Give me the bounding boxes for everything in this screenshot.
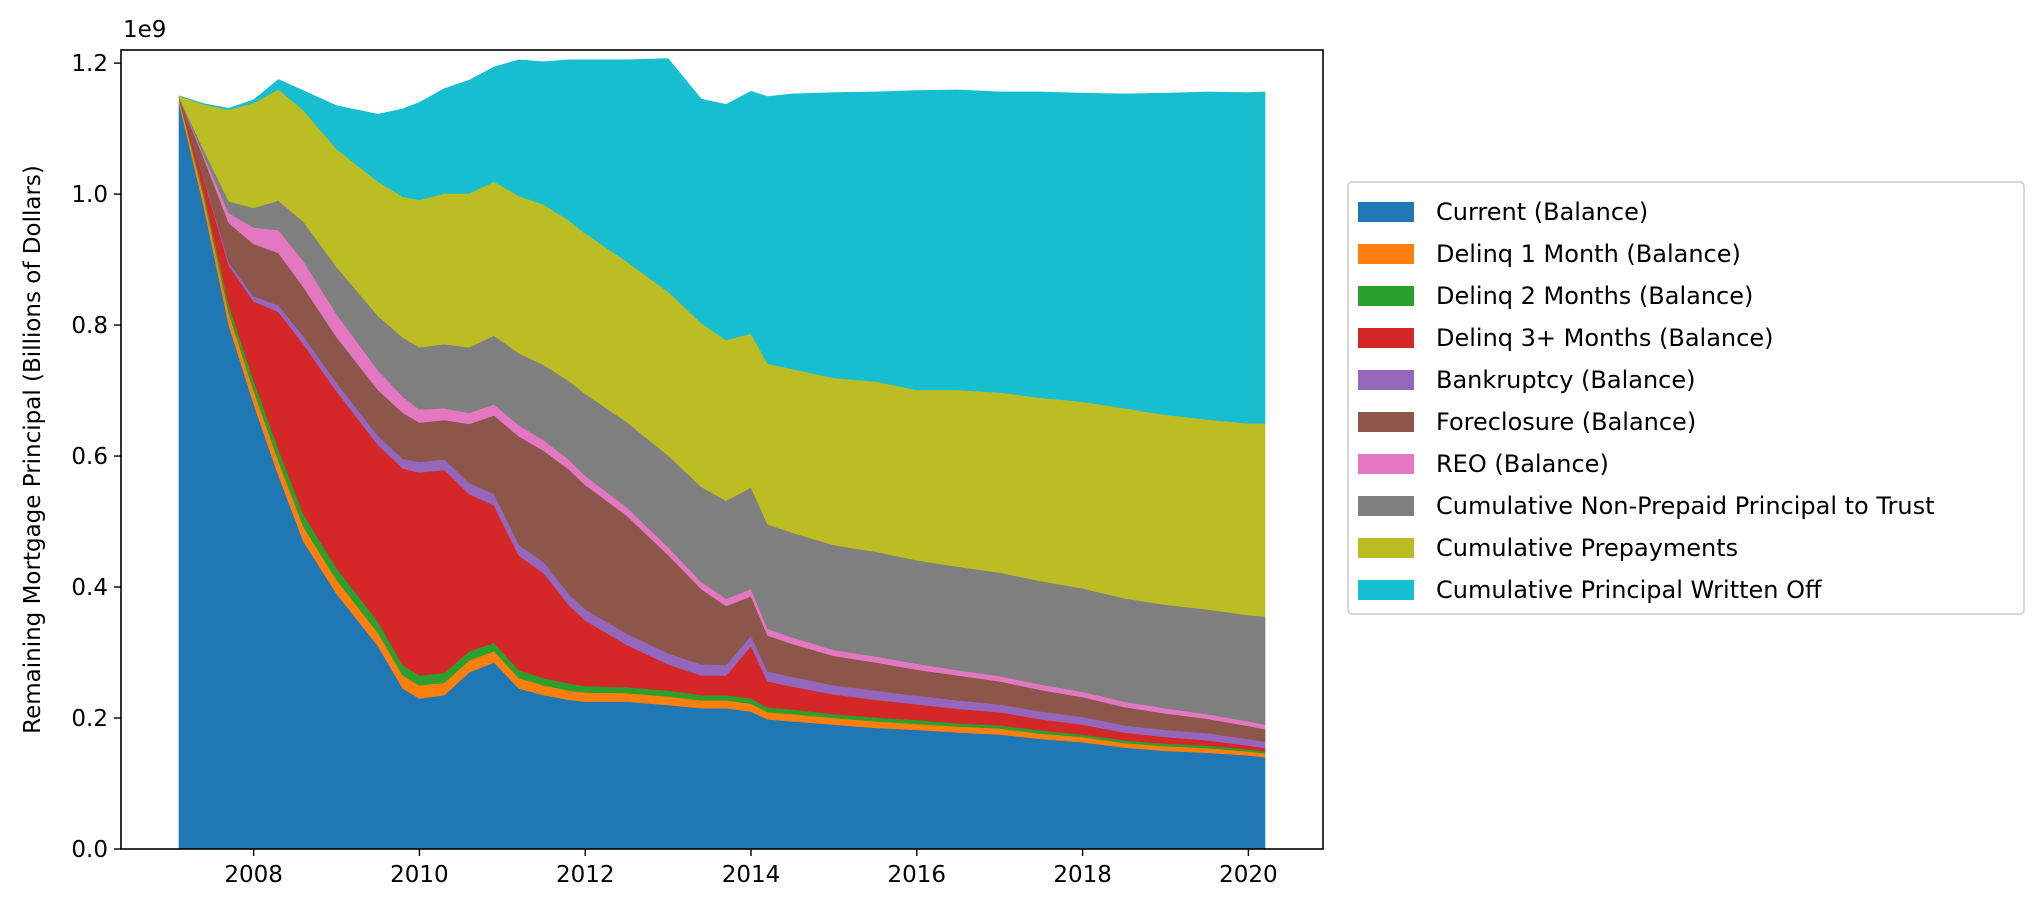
y-tick-label: 0.0 [71, 837, 108, 863]
legend-label: Cumulative Prepayments [1436, 534, 1738, 562]
area-series-group [178, 58, 1266, 850]
legend-swatch [1358, 244, 1414, 264]
legend-label: Foreclosure (Balance) [1436, 408, 1696, 436]
legend-label: Cumulative Principal Written Off [1436, 576, 1822, 604]
legend-swatch [1358, 286, 1414, 306]
legend-box [1347, 181, 2025, 615]
x-tick-label: 2010 [390, 862, 449, 888]
legend-label: REO (Balance) [1436, 450, 1609, 478]
legend-swatch [1358, 370, 1414, 390]
y-tick-label: 0.2 [71, 706, 108, 732]
y-offset-text: 1e9 [123, 17, 166, 43]
legend-label: Delinq 3+ Months (Balance) [1436, 324, 1773, 352]
y-tick-label: 1.0 [71, 182, 108, 208]
legend: Current (Balance) Delinq 1 Month (Balance… [1347, 181, 2025, 615]
x-axis: 2008 2010 2012 2014 2016 2018 2020 [224, 849, 1278, 888]
legend-label: Cumulative Non-Prepaid Principal to Trus… [1436, 492, 1935, 520]
legend-swatch [1358, 202, 1414, 222]
x-tick-label: 2016 [888, 862, 947, 888]
y-tick-label: 0.6 [71, 444, 108, 470]
area-series-9 [178, 58, 1266, 424]
x-tick-label: 2008 [224, 862, 283, 888]
y-axis: 0.0 0.2 0.4 0.6 0.8 1.0 1.2 [71, 51, 121, 863]
legend-swatch [1358, 328, 1414, 348]
x-tick-label: 2020 [1219, 862, 1278, 888]
legend-swatch [1358, 496, 1414, 516]
legend-swatch [1358, 538, 1414, 558]
legend-label: Delinq 1 Month (Balance) [1436, 240, 1741, 268]
plot-frame [120, 49, 1324, 850]
x-tick-label: 2014 [722, 862, 781, 888]
y-axis-label: Remaining Mortgage Principal (Billions o… [20, 165, 46, 734]
x-tick-label: 2018 [1053, 862, 1112, 888]
legend-label: Delinq 2 Months (Balance) [1436, 282, 1753, 310]
y-tick-label: 0.4 [71, 575, 108, 601]
legend-label: Bankruptcy (Balance) [1436, 366, 1695, 394]
legend-swatch [1358, 454, 1414, 474]
legend-swatch [1358, 412, 1414, 432]
x-tick-label: 2012 [556, 862, 615, 888]
y-tick-label: 1.2 [71, 51, 108, 77]
legend-swatch [1358, 580, 1414, 600]
y-tick-label: 0.8 [71, 313, 108, 339]
legend-label: Current (Balance) [1436, 198, 1648, 226]
